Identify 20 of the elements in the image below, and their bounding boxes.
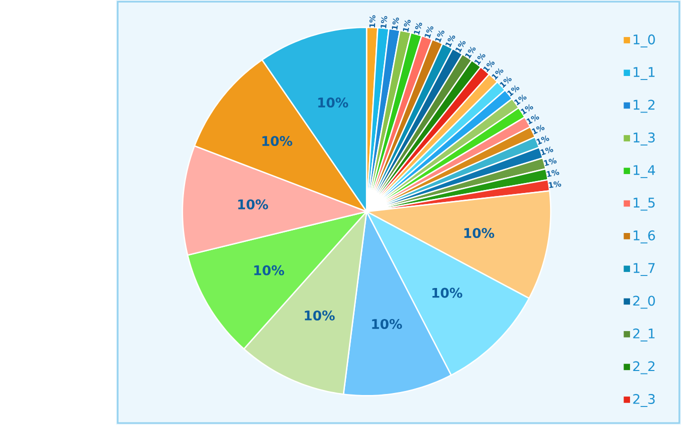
legend-label: 2_0 — [633, 296, 655, 309]
data-label: 10% — [372, 319, 402, 330]
legend-label: 1_3 — [634, 132, 655, 146]
legend-label: 2_1 — [633, 328, 655, 342]
legend-label: 2_2 — [633, 361, 654, 374]
data-label: 10% — [254, 265, 284, 276]
data-label: 10% — [262, 136, 292, 146]
legend-label: 1_0 — [634, 34, 655, 48]
legend-label: 1_6 — [634, 230, 655, 244]
data-label: 10% — [432, 288, 462, 298]
legend-label: 2_3 — [633, 394, 655, 408]
data-label: 10% — [318, 98, 348, 108]
data-label: 10% — [304, 310, 335, 321]
data-label: 10% — [238, 199, 268, 210]
data-label: 10% — [464, 228, 494, 238]
legend-label: 1_1 — [634, 67, 655, 80]
legend-label: 1_5 — [634, 198, 655, 211]
legend-label: 1_7 — [634, 263, 655, 276]
legend-label: 1_4 — [634, 165, 656, 178]
legend-label: 1_2 — [634, 100, 654, 113]
